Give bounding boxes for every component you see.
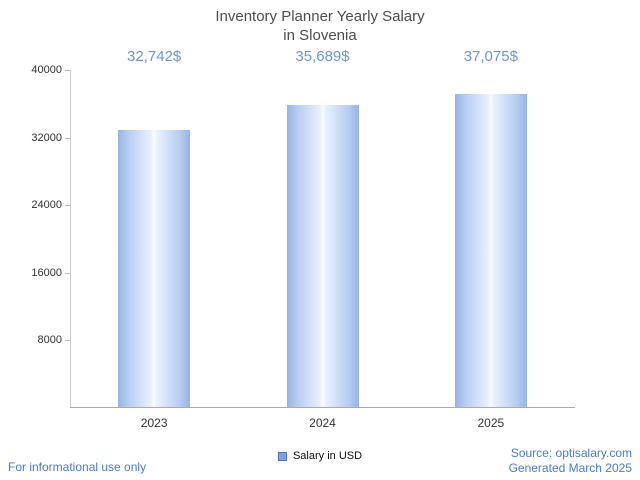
- x-axis-label: 2023: [140, 416, 168, 430]
- legend-swatch-icon: [277, 451, 287, 461]
- y-axis-tick-label: 32000: [31, 131, 62, 144]
- y-tick-mark: [65, 137, 70, 139]
- y-axis-tick-label: 24000: [31, 199, 62, 212]
- bar-value-label: 32,742$: [127, 48, 182, 65]
- chart-title-line2: in Slovenia: [283, 27, 357, 44]
- source-info: Source: optisalary.com Generated March 2…: [509, 446, 632, 476]
- bar-2024: [286, 105, 359, 407]
- y-axis-tick-label: 8000: [37, 334, 62, 347]
- source-link[interactable]: Source: optisalary.com: [510, 446, 632, 460]
- x-axis-label: 2025: [477, 416, 505, 430]
- y-tick-mark: [65, 340, 70, 342]
- legend-label: Salary in USD: [292, 450, 363, 462]
- bar-value-label: 35,689$: [295, 48, 350, 65]
- plot-area: 8000 16000 24000 32000 40000 32,742$ 2023 35,6…: [31, 48, 575, 430]
- y-tick-mark: [65, 205, 70, 207]
- legend: Salary in USD: [277, 450, 363, 462]
- generated-date: Generated March 2025: [508, 461, 632, 475]
- y-axis-line: [70, 70, 71, 408]
- x-axis-line: [70, 407, 575, 408]
- y-axis-tick-label: 16000: [31, 266, 62, 279]
- bar-2025: [454, 93, 527, 407]
- chart-title-line1: Inventory Planner Yearly Salary: [215, 8, 425, 25]
- bar-2023: [118, 130, 191, 407]
- y-tick-mark: [65, 70, 70, 71]
- disclaimer-text: For informational use only: [8, 460, 147, 474]
- chart-title: Inventory Planner Yearly Salary in Slove…: [0, 7, 640, 45]
- x-axis-label: 2024: [309, 416, 336, 430]
- bar-value-label: 37,075$: [463, 48, 518, 65]
- y-axis-tick-label: 40000: [31, 64, 62, 76]
- y-tick-mark: [65, 272, 70, 274]
